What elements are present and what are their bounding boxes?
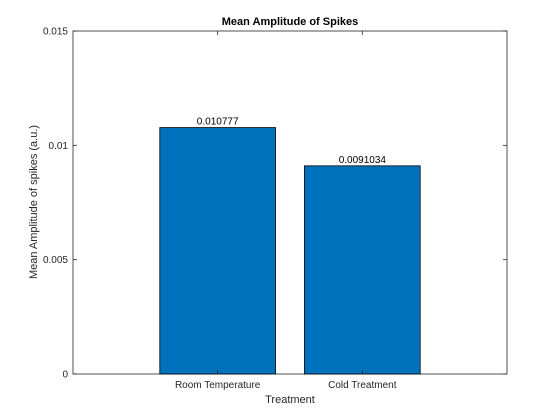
y-axis: 0 0.005 0.01 0.015 (43, 27, 507, 381)
x-tick-label-1: Cold Treatment (328, 380, 397, 391)
data-label-1: 0.0091034 (339, 155, 387, 166)
chart-title: Mean Amplitude of Spikes (222, 16, 359, 28)
x-tick-label-0: Room Temperature (175, 380, 261, 391)
y-tick-label-1: 0.005 (43, 255, 68, 266)
y-tick-label-2: 0.01 (49, 141, 69, 152)
bar-1 (304, 165, 421, 375)
plot-area (72, 30, 508, 375)
bars-layer: 0.010777 0.0091034 (159, 117, 421, 375)
bar-0 (159, 127, 276, 375)
x-axis-label: Treatment (265, 394, 315, 406)
y-tick-label-0: 0 (62, 370, 68, 381)
data-label-0: 0.010777 (197, 117, 239, 128)
y-axis-label: Mean Amplitude of spikes (a.u.) (28, 125, 40, 279)
x-axis: Room Temperature Cold Treatment (175, 31, 397, 391)
y-tick-label-3: 0.015 (43, 27, 68, 38)
